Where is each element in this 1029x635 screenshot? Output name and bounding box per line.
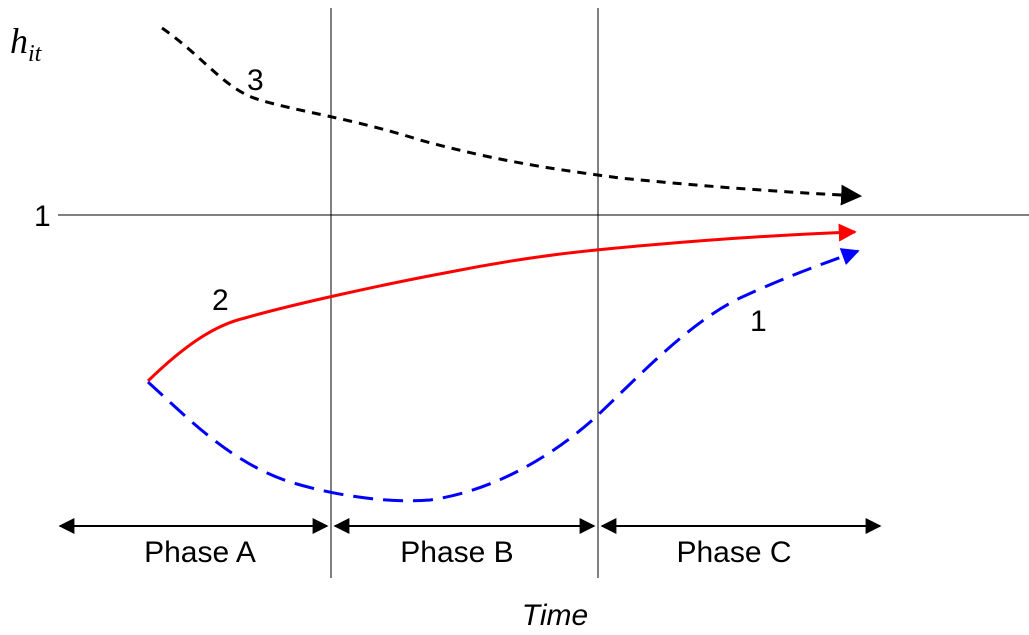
reference-line-label: 1: [34, 200, 51, 233]
curve-2: [146, 223, 857, 383]
y-axis-label-sub: it: [28, 41, 43, 67]
curve-1: [146, 248, 860, 503]
y-axis-label-main: h: [10, 21, 28, 61]
curve-3-label: 3: [247, 64, 264, 97]
y-axis-label: hit: [10, 21, 43, 67]
phase-c-label: Phase C: [676, 536, 791, 569]
x-axis-label: Time: [522, 599, 588, 632]
curve-1-label: 1: [750, 305, 767, 338]
curve-2-label: 2: [212, 284, 229, 317]
curve-3: [161, 26, 863, 206]
phase-a-label: Phase A: [144, 536, 256, 569]
phase-b-label: Phase B: [400, 536, 513, 569]
